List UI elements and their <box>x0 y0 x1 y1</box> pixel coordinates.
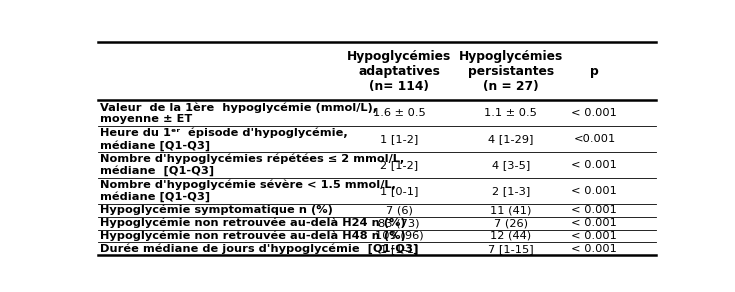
Text: < 0.001: < 0.001 <box>571 244 617 254</box>
Text: Valeur  de la 1ère  hypoglycémie (mmol/L),
moyenne ± ET: Valeur de la 1ère hypoglycémie (mmol/L),… <box>100 102 377 124</box>
Text: 4 [1-29]: 4 [1-29] <box>488 134 534 144</box>
Text: 1 [1-2]: 1 [1-2] <box>380 134 418 144</box>
Text: Heure du 1ᵉʳ  épisode d'hypoglycémie,
médiane [Q1-Q3]: Heure du 1ᵉʳ épisode d'hypoglycémie, méd… <box>100 128 348 150</box>
Text: 83 (73): 83 (73) <box>379 218 420 228</box>
Text: Hypoglycémie non retrouvée au-delà H24 n (%): Hypoglycémie non retrouvée au-delà H24 n… <box>100 218 406 228</box>
Text: < 0.001: < 0.001 <box>571 218 617 228</box>
Text: 7 (26): 7 (26) <box>494 218 528 228</box>
Text: < 0.001: < 0.001 <box>571 186 617 196</box>
Text: Hypoglycémies
persistantes
(n = 27): Hypoglycémies persistantes (n = 27) <box>459 50 563 93</box>
Text: Nombre d'hypoglycémie sévère < 1.5 mmol/L,
médiane [Q1-Q3]: Nombre d'hypoglycémie sévère < 1.5 mmol/… <box>100 179 395 202</box>
Text: Nombre d'hypoglycémies répétées ≤ 2 mmol/L,
médiane  [Q1-Q3]: Nombre d'hypoglycémies répétées ≤ 2 mmol… <box>100 153 404 176</box>
Text: p: p <box>590 65 599 77</box>
Text: Hypoglycémie non retrouvée au-delà H48 n (%): Hypoglycémie non retrouvée au-delà H48 n… <box>100 231 406 241</box>
Text: < 0.001: < 0.001 <box>571 108 617 118</box>
Text: < 0.001: < 0.001 <box>571 231 617 241</box>
Text: 12 (44): 12 (44) <box>490 231 531 241</box>
Text: Hypoglycémie symptomatique n (%): Hypoglycémie symptomatique n (%) <box>100 205 333 215</box>
Text: < 0.001: < 0.001 <box>571 205 617 215</box>
Text: 11 (41): 11 (41) <box>490 205 531 215</box>
Text: 1.6 ± 0.5: 1.6 ± 0.5 <box>373 108 426 118</box>
Text: 109 (96): 109 (96) <box>375 231 423 241</box>
Text: <0.001: <0.001 <box>573 134 615 144</box>
Text: 1.1 ± 0.5: 1.1 ± 0.5 <box>484 108 537 118</box>
Text: Durée médiane de jours d'hypoglycémie  [Q1-Q3]: Durée médiane de jours d'hypoglycémie [Q… <box>100 244 418 254</box>
Text: 4 [3-5]: 4 [3-5] <box>492 160 530 170</box>
Text: 1 [1-1]: 1 [1-1] <box>380 244 418 254</box>
Text: 1 [0-1]: 1 [0-1] <box>380 186 418 196</box>
Text: 2 [1-3]: 2 [1-3] <box>492 186 530 196</box>
Text: 2 [1-2]: 2 [1-2] <box>380 160 418 170</box>
Text: 7 (6): 7 (6) <box>386 205 412 215</box>
Text: Hypoglycémies
adaptatives
(n= 114): Hypoglycémies adaptatives (n= 114) <box>347 50 451 93</box>
Text: < 0.001: < 0.001 <box>571 160 617 170</box>
Text: 7 [1-15]: 7 [1-15] <box>488 244 534 254</box>
